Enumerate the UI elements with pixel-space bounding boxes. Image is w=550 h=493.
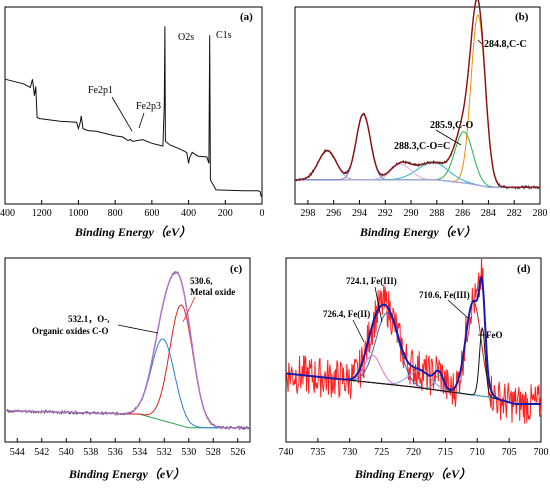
x-tick-label: 735 xyxy=(310,447,325,458)
x-tick-label: 532 xyxy=(157,447,172,458)
x-tick-label: 284 xyxy=(481,208,496,219)
panel-a-plot xyxy=(4,26,262,197)
annotation-532: 532.1，O-, xyxy=(68,314,110,324)
peak-component-line xyxy=(295,162,540,188)
envelope-fit-line xyxy=(285,274,541,405)
x-tick-label: 700 xyxy=(534,447,549,458)
x-tick-label: 1200 xyxy=(32,208,52,219)
x-tick-label: 288 xyxy=(429,208,444,219)
panel-d-x-axis-label: Binding Energy（eV） xyxy=(354,467,471,481)
annotation-coc: 288.3,C-O=C xyxy=(394,141,450,152)
annotation-fe2p3: Fe2p3 xyxy=(136,101,161,112)
panel-c: (c) 544 542 540 538 536 534 532 530 528 526 Bindi… xyxy=(4,257,251,481)
x-tick-label: 290 xyxy=(404,208,419,219)
x-tick-label: 292 xyxy=(378,208,393,219)
x-tick-label: 296 xyxy=(326,208,341,219)
panel-d-label: (d) xyxy=(517,263,531,275)
annotation-fe2p1: Fe2p1 xyxy=(88,85,113,96)
annotation-710: 710.6, Fe(III) xyxy=(419,290,470,300)
envelope-fit-line xyxy=(5,271,250,429)
annotation-530: 530.6, xyxy=(190,276,213,286)
annotation-fe2p3-arrow xyxy=(138,112,145,129)
survey-spectrum-line xyxy=(4,26,262,197)
x-tick-label: 705 xyxy=(502,447,517,458)
x-tick-label: 0 xyxy=(260,208,265,219)
annotation-cc: 284.8,C-C xyxy=(484,39,527,50)
annotation-o2s: O2s xyxy=(178,32,194,43)
peak-component-line xyxy=(285,312,541,405)
panel-b-frame xyxy=(294,6,541,205)
raw-data-line xyxy=(294,0,541,190)
annotation-fe2p1-arrow xyxy=(111,96,133,132)
x-tick-label: 294 xyxy=(352,208,367,219)
x-tick-label: 400 xyxy=(181,208,196,219)
annotation-710-leader xyxy=(447,299,469,319)
peak-component-line xyxy=(295,163,540,188)
panel-c-x-ticks: 544 542 540 538 536 534 532 530 528 526 xyxy=(10,438,245,458)
panel-b-label: (b) xyxy=(515,11,529,23)
annotation-feo: FeO xyxy=(486,330,503,340)
panel-a-label: (a) xyxy=(240,11,253,23)
panel-d-plot xyxy=(285,257,542,424)
panel-a-frame xyxy=(4,6,263,205)
annotation-724: 724.1, Fe(III) xyxy=(346,276,397,286)
panel-d-x-ticks: 740 735 730 725 720 715 710 705 700 xyxy=(279,438,549,458)
x-tick-label: 710 xyxy=(470,447,485,458)
x-tick-label: 530 xyxy=(181,447,196,458)
x-tick-label: 730 xyxy=(342,447,357,458)
panel-c-label: (c) xyxy=(230,263,243,275)
x-tick-label: 538 xyxy=(83,447,98,458)
x-tick-label: 528 xyxy=(206,447,221,458)
x-tick-label: 534 xyxy=(132,447,147,458)
x-tick-label: 200 xyxy=(218,208,233,219)
x-tick-label: 544 xyxy=(10,447,25,458)
panel-a: (a) 1400 1200 1000 800 600 400 200 0 Binding En… xyxy=(0,6,265,239)
panel-b: (b) 298 296 294 292 290 288 286 284 282 280 Bindi… xyxy=(294,0,548,239)
panel-c-plot xyxy=(4,270,251,431)
panel-d-frame xyxy=(285,257,542,443)
panel-a-x-axis-label: Binding Energy（eV） xyxy=(74,225,191,239)
annotation-cc-leader xyxy=(477,39,483,45)
raw-data-line xyxy=(285,257,542,424)
panel-b-x-axis-label: Binding Energy（eV） xyxy=(359,225,476,239)
panel-d: (d) 740 735 730 725 720 715 710 705 700 Binding … xyxy=(279,257,549,481)
x-tick-label: 740 xyxy=(279,447,294,458)
annotation-organic-leader xyxy=(117,324,159,334)
annotation-726-leader xyxy=(352,319,365,343)
x-tick-label: 1400 xyxy=(0,208,15,219)
annotation-organic-oxides: Organic oxides C-O xyxy=(32,326,109,336)
x-tick-label: 526 xyxy=(230,447,245,458)
x-tick-label: 715 xyxy=(438,447,453,458)
x-tick-label: 725 xyxy=(374,447,389,458)
panel-b-x-ticks: 298 296 294 292 290 288 286 284 282 280 xyxy=(300,200,548,219)
annotation-co: 285.9,C-O xyxy=(430,120,474,131)
x-tick-label: 536 xyxy=(108,447,123,458)
panel-b-plot xyxy=(294,0,541,190)
annotation-724-leader xyxy=(374,286,383,323)
x-tick-label: 800 xyxy=(108,208,123,219)
annotation-co-leader xyxy=(435,129,462,146)
annotation-metal-oxide: Metal oxide xyxy=(190,287,235,297)
panel-c-frame xyxy=(4,257,251,443)
annotation-metal-oxide-leader xyxy=(182,296,196,323)
peak-component-line xyxy=(5,304,250,429)
x-tick-label: 720 xyxy=(406,447,421,458)
x-tick-label: 286 xyxy=(455,208,470,219)
x-tick-label: 282 xyxy=(507,208,522,219)
envelope-fit-line xyxy=(295,0,540,188)
x-tick-label: 600 xyxy=(144,208,159,219)
x-tick-label: 542 xyxy=(34,447,49,458)
panel-c-x-axis-label: Binding Energy（eV） xyxy=(68,467,185,481)
x-tick-label: 298 xyxy=(300,208,315,219)
x-tick-label: 1000 xyxy=(68,208,88,219)
x-tick-label: 540 xyxy=(59,447,74,458)
x-tick-label: 280 xyxy=(533,208,548,219)
annotation-726: 726.4, Fe(II) xyxy=(323,309,370,319)
panel-a-x-ticks: 1400 1200 1000 800 600 400 200 0 xyxy=(0,200,265,219)
annotation-c1s: C1s xyxy=(216,30,232,41)
